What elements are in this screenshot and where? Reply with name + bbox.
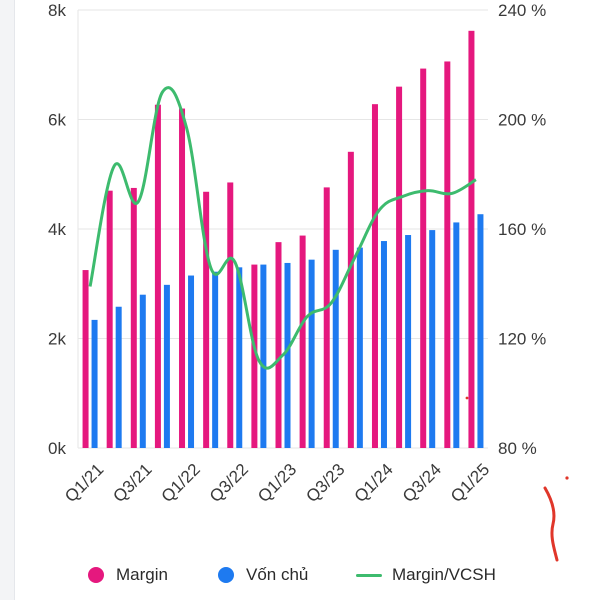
bar-margin bbox=[299, 235, 306, 448]
y-right-tick-label: 240 % bbox=[498, 1, 546, 20]
bar-margin bbox=[468, 30, 475, 449]
bar-margin bbox=[444, 61, 451, 449]
bar-margin bbox=[396, 86, 403, 449]
legend-item-margin-vcsh[interactable]: Margin/VCSH bbox=[356, 558, 496, 592]
bar-von-chu bbox=[356, 247, 363, 448]
legend-label-margin: Margin bbox=[116, 565, 168, 584]
bar-von-chu bbox=[260, 264, 267, 448]
bar-margin bbox=[347, 151, 354, 449]
bar-margin bbox=[227, 182, 234, 448]
x-tick-label: Q1/24 bbox=[351, 460, 397, 506]
bar-von-chu bbox=[429, 230, 436, 448]
chart-legend: Margin Vốn chủ Margin/VCSH bbox=[0, 558, 600, 592]
bar-von-chu bbox=[308, 259, 315, 448]
bar-margin bbox=[251, 264, 258, 448]
legend-swatch-margin bbox=[88, 567, 104, 583]
legend-swatch-margin-vcsh bbox=[356, 573, 382, 577]
y-right-tick-label: 160 % bbox=[498, 220, 546, 239]
legend-item-margin[interactable]: Margin bbox=[88, 558, 168, 592]
grid-layer bbox=[77, 9, 488, 449]
x-tick-label: Q3/23 bbox=[302, 460, 348, 506]
x-tick-label: Q1/25 bbox=[447, 460, 493, 506]
legend-label-margin-vcsh: Margin/VCSH bbox=[392, 565, 496, 584]
bar-von-chu bbox=[380, 241, 387, 448]
x-tick-label: Q1/21 bbox=[61, 460, 107, 506]
bar-von-chu bbox=[115, 306, 122, 448]
x-tick-label: Q1/22 bbox=[158, 460, 204, 506]
bar-von-chu bbox=[212, 271, 219, 448]
x-tick-label: Q3/21 bbox=[109, 460, 155, 506]
bar-von-chu bbox=[139, 294, 146, 448]
line-layer bbox=[88, 86, 477, 370]
bar-von-chu bbox=[477, 214, 484, 448]
y-right-tick-label: 80 % bbox=[498, 439, 537, 458]
legend-item-von-chu[interactable]: Vốn chủ bbox=[218, 558, 308, 592]
y-right-tick-label: 120 % bbox=[498, 330, 546, 349]
bar-margin bbox=[275, 242, 282, 448]
x-tick-label: Q3/24 bbox=[399, 460, 445, 506]
y-left-tick-label: 4k bbox=[48, 220, 66, 239]
x-tick-label: Q1/23 bbox=[254, 460, 300, 506]
bar-von-chu bbox=[405, 235, 412, 448]
bar-von-chu bbox=[163, 284, 170, 448]
bar-von-chu bbox=[236, 267, 243, 448]
bars-layer bbox=[82, 30, 484, 449]
bar-margin bbox=[130, 187, 137, 448]
y-right-tick-label: 200 % bbox=[498, 111, 546, 130]
y-left-tick-label: 0k bbox=[48, 439, 66, 458]
bar-margin bbox=[82, 270, 89, 448]
y-left-tick-label: 6k bbox=[48, 111, 66, 130]
bar-margin bbox=[106, 190, 113, 449]
y-left-tick-label: 8k bbox=[48, 1, 66, 20]
x-tick-label: Q3/22 bbox=[206, 460, 252, 506]
bar-von-chu bbox=[332, 249, 339, 448]
y-left-tick-label: 2k bbox=[48, 330, 66, 349]
bar-von-chu bbox=[284, 262, 291, 448]
bar-margin bbox=[420, 68, 427, 449]
legend-swatch-von-chu bbox=[218, 567, 234, 583]
bar-margin bbox=[323, 187, 330, 448]
legend-label-von-chu: Vốn chủ bbox=[246, 565, 309, 584]
bar-margin bbox=[179, 108, 186, 449]
line-margin-vcsh bbox=[88, 86, 477, 370]
bar-von-chu bbox=[91, 319, 98, 448]
bar-margin bbox=[154, 104, 161, 448]
bar-von-chu bbox=[188, 275, 195, 448]
bar-margin bbox=[203, 191, 210, 448]
bar-margin bbox=[371, 104, 378, 449]
bar-von-chu bbox=[453, 222, 460, 448]
